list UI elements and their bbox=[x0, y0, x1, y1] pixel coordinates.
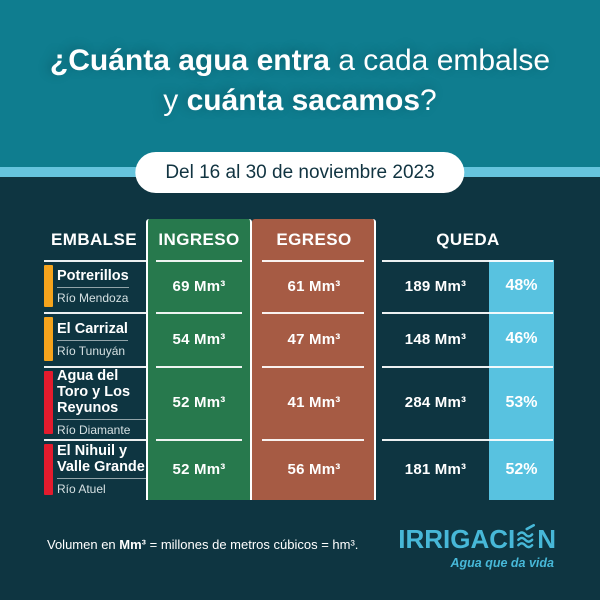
row-carrizal-name-cell: El Carrizal Río Tunuyán bbox=[42, 312, 146, 366]
row-nihuil-ingreso: 52 Mm³ bbox=[172, 461, 226, 478]
separator-line bbox=[156, 260, 242, 262]
reservoir-table: EMBALSE INGRESO EGRESO QUEDA Potrerillos… bbox=[42, 219, 554, 500]
row-nihuil-egreso: 56 Mm³ bbox=[287, 461, 341, 478]
units-note-pre: Volumen en bbox=[47, 537, 120, 552]
row-carrizal-percent: 46% bbox=[505, 330, 538, 347]
row-aguadeltoro-ingreso: 52 Mm³ bbox=[172, 394, 226, 411]
header-band bbox=[0, 0, 600, 167]
reservoir-name: Potrerillos bbox=[57, 268, 129, 288]
separator-line bbox=[156, 366, 242, 368]
river-name: Río Mendoza bbox=[57, 291, 129, 305]
separator-line bbox=[44, 439, 146, 441]
row-color-bar bbox=[44, 265, 53, 307]
river-name: Río Tunuyán bbox=[57, 344, 126, 358]
title-line-1: ¿Cuánta agua entra a cada embalse bbox=[0, 41, 600, 81]
separator-line bbox=[262, 260, 364, 262]
row-nihuil-name-cell: El Nihuil y Valle Grande Río Atuel bbox=[42, 439, 146, 500]
separator-line bbox=[156, 439, 242, 441]
title-bold-2: cuánta sacamos bbox=[186, 84, 421, 117]
logo-text-post: N bbox=[537, 524, 556, 554]
separator-line bbox=[44, 312, 146, 314]
row-nihuil-percent: 52% bbox=[505, 460, 538, 478]
separator-line bbox=[262, 366, 364, 368]
row-color-bar bbox=[44, 317, 53, 361]
column-header-egreso: EGRESO bbox=[276, 229, 352, 249]
row-potrerillos-name-cell: Potrerillos Río Mendoza bbox=[42, 260, 146, 312]
column-header-embalse: EMBALSE bbox=[51, 229, 137, 249]
title-end-2: ? bbox=[420, 84, 437, 117]
units-note-bold: Mm³ bbox=[119, 537, 146, 552]
title-bold-1: ¿Cuánta agua entra bbox=[49, 44, 330, 77]
row-carrizal-queda: 148 Mm³ bbox=[404, 330, 467, 348]
row-potrerillos-queda: 189 Mm³ bbox=[404, 277, 467, 295]
column-header-queda: QUEDA bbox=[436, 229, 500, 249]
title-line-2: y cuánta sacamos? bbox=[0, 81, 600, 121]
units-note-post: = millones de metros cúbicos = hm³. bbox=[146, 537, 359, 552]
river-name: Río Atuel bbox=[57, 482, 106, 496]
page-title: ¿Cuánta agua entra a cada embalse y cuán… bbox=[0, 41, 600, 121]
separator-line bbox=[382, 366, 553, 368]
row-color-bar bbox=[44, 371, 53, 434]
reservoir-name: El Nihuil y Valle Grande bbox=[57, 443, 146, 479]
row-carrizal-egreso: 47 Mm³ bbox=[287, 330, 341, 348]
row-aguadeltoro-percent: 53% bbox=[505, 393, 538, 411]
row-potrerillos-ingreso: 69 Mm³ bbox=[172, 277, 226, 295]
units-note: Volumen en Mm³ = millones de metros cúbi… bbox=[47, 537, 358, 552]
title-rest-1: a cada embalse bbox=[329, 44, 551, 77]
date-range-pill: Del 16 al 30 de noviembre 2023 bbox=[135, 152, 465, 193]
reservoir-name: Agua del Toro y Los Reyunos bbox=[57, 368, 146, 420]
irrigacion-logo: IRRIGACI N Agua que da vida bbox=[398, 523, 556, 570]
separator-line bbox=[44, 260, 146, 262]
column-header-ingreso: INGRESO bbox=[158, 229, 240, 249]
title-pre-2: y bbox=[163, 84, 187, 117]
logo-text-pre: IRRIGACI bbox=[398, 524, 516, 554]
reservoir-name: El Carrizal bbox=[57, 321, 128, 341]
queda-percent-column-background bbox=[489, 260, 554, 500]
separator-line bbox=[156, 312, 242, 314]
row-potrerillos-egreso: 61 Mm³ bbox=[287, 277, 341, 295]
separator-line bbox=[382, 260, 553, 262]
row-carrizal-ingreso: 54 Mm³ bbox=[172, 330, 226, 348]
row-color-bar bbox=[44, 444, 53, 495]
row-aguadeltoro-queda: 284 Mm³ bbox=[404, 394, 467, 411]
separator-line bbox=[262, 312, 364, 314]
river-name: Río Diamante bbox=[57, 423, 131, 437]
wave-o-icon bbox=[516, 523, 536, 555]
egreso-column-background bbox=[252, 219, 376, 500]
logo-wordmark: IRRIGACI N bbox=[398, 523, 556, 555]
row-aguadeltoro-egreso: 41 Mm³ bbox=[287, 394, 341, 411]
row-aguadeltoro-name-cell: Agua del Toro y Los Reyunos Río Diamante bbox=[42, 366, 146, 439]
separator-line bbox=[262, 439, 364, 441]
ingreso-column-background bbox=[146, 219, 252, 500]
separator-line bbox=[44, 366, 146, 368]
separator-line bbox=[382, 439, 553, 441]
separator-line bbox=[382, 312, 553, 314]
row-nihuil-queda: 181 Mm³ bbox=[404, 461, 467, 478]
row-potrerillos-percent: 48% bbox=[505, 277, 538, 294]
logo-tagline: Agua que da vida bbox=[450, 556, 555, 570]
